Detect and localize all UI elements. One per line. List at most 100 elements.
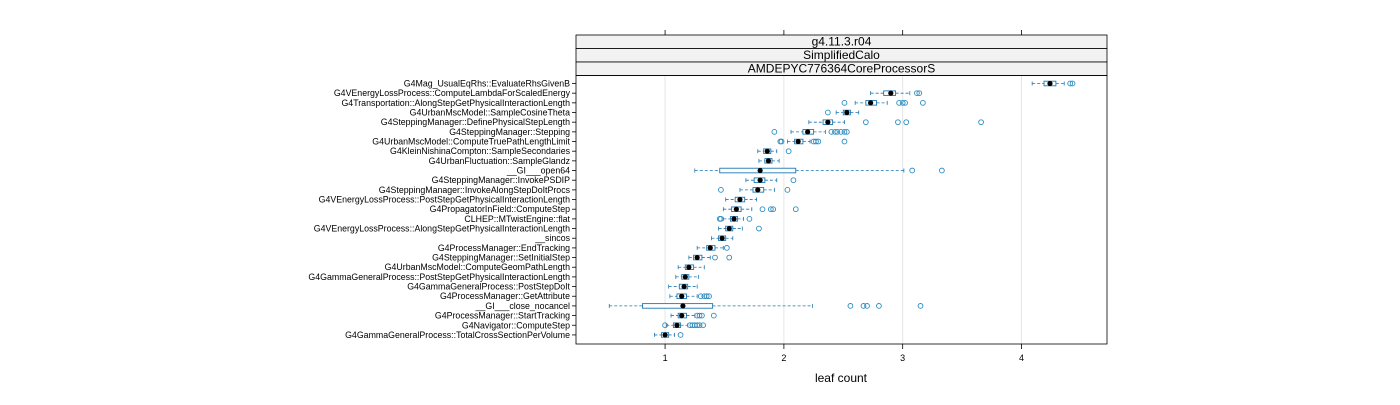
outlier-point bbox=[876, 303, 882, 309]
panel-layer bbox=[575, 75, 1108, 345]
box-10 bbox=[694, 167, 945, 174]
outlier-point bbox=[899, 99, 906, 106]
median-dot bbox=[764, 148, 770, 154]
outlier-point bbox=[917, 303, 924, 309]
outlier-point bbox=[792, 206, 799, 213]
box-16 bbox=[718, 225, 762, 232]
outlier-point bbox=[978, 119, 984, 126]
outlier-point bbox=[699, 312, 705, 319]
data-layer bbox=[608, 80, 1076, 338]
median-dot bbox=[686, 264, 692, 270]
box-20 bbox=[677, 264, 705, 270]
outlier-point bbox=[815, 138, 822, 145]
outlier-point bbox=[903, 119, 910, 126]
median-dot bbox=[726, 225, 732, 232]
outlier-point bbox=[813, 138, 819, 145]
box-17 bbox=[711, 235, 734, 241]
x-tick-label: 1 bbox=[663, 353, 668, 363]
y-tick-label: G4UrbanMscModel::ComputeTruePathLengthLi… bbox=[372, 137, 570, 147]
outlier-point bbox=[718, 187, 724, 193]
median-dot bbox=[755, 187, 761, 193]
box-27 bbox=[654, 332, 684, 338]
outlier-point bbox=[724, 245, 730, 251]
outlier-point bbox=[841, 99, 848, 106]
y-tick-label: G4VEnergyLossProcess::PostStepGetPhysica… bbox=[319, 195, 570, 205]
outlier-point bbox=[771, 129, 778, 135]
outlier-point bbox=[841, 129, 848, 135]
outlier-point bbox=[767, 206, 774, 213]
outlier-point bbox=[1067, 80, 1074, 87]
outlier-point bbox=[916, 90, 923, 97]
box-21 bbox=[675, 274, 699, 280]
median-dot bbox=[694, 254, 700, 261]
outlier-point bbox=[824, 109, 831, 116]
box-2 bbox=[870, 90, 923, 97]
x-tick-label: 4 bbox=[1019, 353, 1024, 363]
box-24 bbox=[608, 303, 924, 309]
outlier-point bbox=[784, 187, 791, 193]
outlier-point bbox=[712, 254, 718, 261]
box-4 bbox=[824, 109, 860, 116]
outlier-point bbox=[759, 206, 766, 213]
outlier-point bbox=[662, 322, 668, 329]
outlier-point bbox=[832, 129, 838, 135]
median-dot bbox=[825, 119, 831, 125]
outlier-point bbox=[700, 322, 706, 329]
outlier-point bbox=[834, 129, 841, 135]
box-23 bbox=[669, 293, 712, 300]
box-15 bbox=[716, 216, 753, 222]
outlier-point bbox=[896, 99, 902, 106]
outlier-point bbox=[756, 225, 762, 232]
median-dot bbox=[765, 158, 772, 164]
strip-label: SimplifiedCalo bbox=[803, 48, 880, 62]
box-25 bbox=[670, 312, 717, 319]
outlier-point bbox=[902, 99, 908, 106]
outlier-point bbox=[790, 177, 797, 184]
y-tick-label: G4VEnergyLossProcess::AlongStepGetPhysic… bbox=[314, 224, 570, 234]
y-tick-label: G4PropagatorInField::ComputeStep bbox=[430, 204, 570, 214]
outlier-point bbox=[1069, 80, 1076, 87]
outlier-point bbox=[718, 216, 724, 222]
y-tick-label: G4ProcessManager::StartTracking bbox=[435, 311, 570, 321]
grid-layer bbox=[664, 75, 1022, 344]
median-dot bbox=[844, 109, 850, 116]
strip-label: AMDEPYC776364CoreProcessorS bbox=[748, 62, 935, 76]
y-tick-label: G4VEnergyLossProcess::ComputeLambdaForSc… bbox=[334, 88, 571, 98]
outlier-point bbox=[677, 332, 684, 338]
box-7 bbox=[777, 138, 848, 145]
y-tick-label: G4UrbanMscModel::ComputeGeomPathLength bbox=[385, 262, 570, 272]
median-dot bbox=[757, 167, 763, 174]
outlier-point bbox=[864, 303, 870, 309]
median-dot bbox=[733, 206, 739, 212]
median-dot bbox=[737, 196, 743, 203]
y-tick-label: G4SteppingManager::SetInitialStep bbox=[432, 253, 570, 263]
box-8 bbox=[757, 148, 792, 155]
median-dot bbox=[662, 332, 668, 338]
median-dot bbox=[888, 90, 894, 96]
y-tick-label: G4Navigator::ComputeStep bbox=[462, 320, 570, 330]
y-tick-label: G4UrbanFluctuation::SampleGlandz bbox=[429, 156, 570, 166]
outlier-point bbox=[920, 99, 926, 106]
outlier-point bbox=[914, 90, 920, 97]
outlier-point bbox=[785, 148, 792, 155]
outlier-point bbox=[847, 303, 854, 309]
box-13 bbox=[725, 196, 757, 203]
outlier-point bbox=[703, 293, 710, 300]
box-5 bbox=[808, 119, 984, 126]
y-tick-label: G4SteppingManager::DefinePhysicalStepLen… bbox=[381, 117, 570, 127]
iqr-box bbox=[642, 303, 714, 309]
outlier-point bbox=[726, 254, 733, 261]
y-tick-label: __GI___open64 bbox=[506, 166, 570, 176]
x-tick-label: 2 bbox=[781, 353, 786, 363]
median-dot bbox=[682, 274, 688, 280]
y-tick-label: G4SteppingManager::Stepping bbox=[449, 127, 570, 137]
y-tick-label: G4Mag_UsualEqRhs::EvaluateRhsGivenB bbox=[404, 79, 570, 89]
outlier-point bbox=[778, 138, 785, 145]
outlier-point bbox=[696, 312, 703, 319]
y-tick-label: __GI___close_nocancel bbox=[475, 301, 570, 311]
box-12 bbox=[718, 187, 791, 193]
outlier-point bbox=[863, 119, 869, 126]
median-dot bbox=[1047, 80, 1053, 87]
